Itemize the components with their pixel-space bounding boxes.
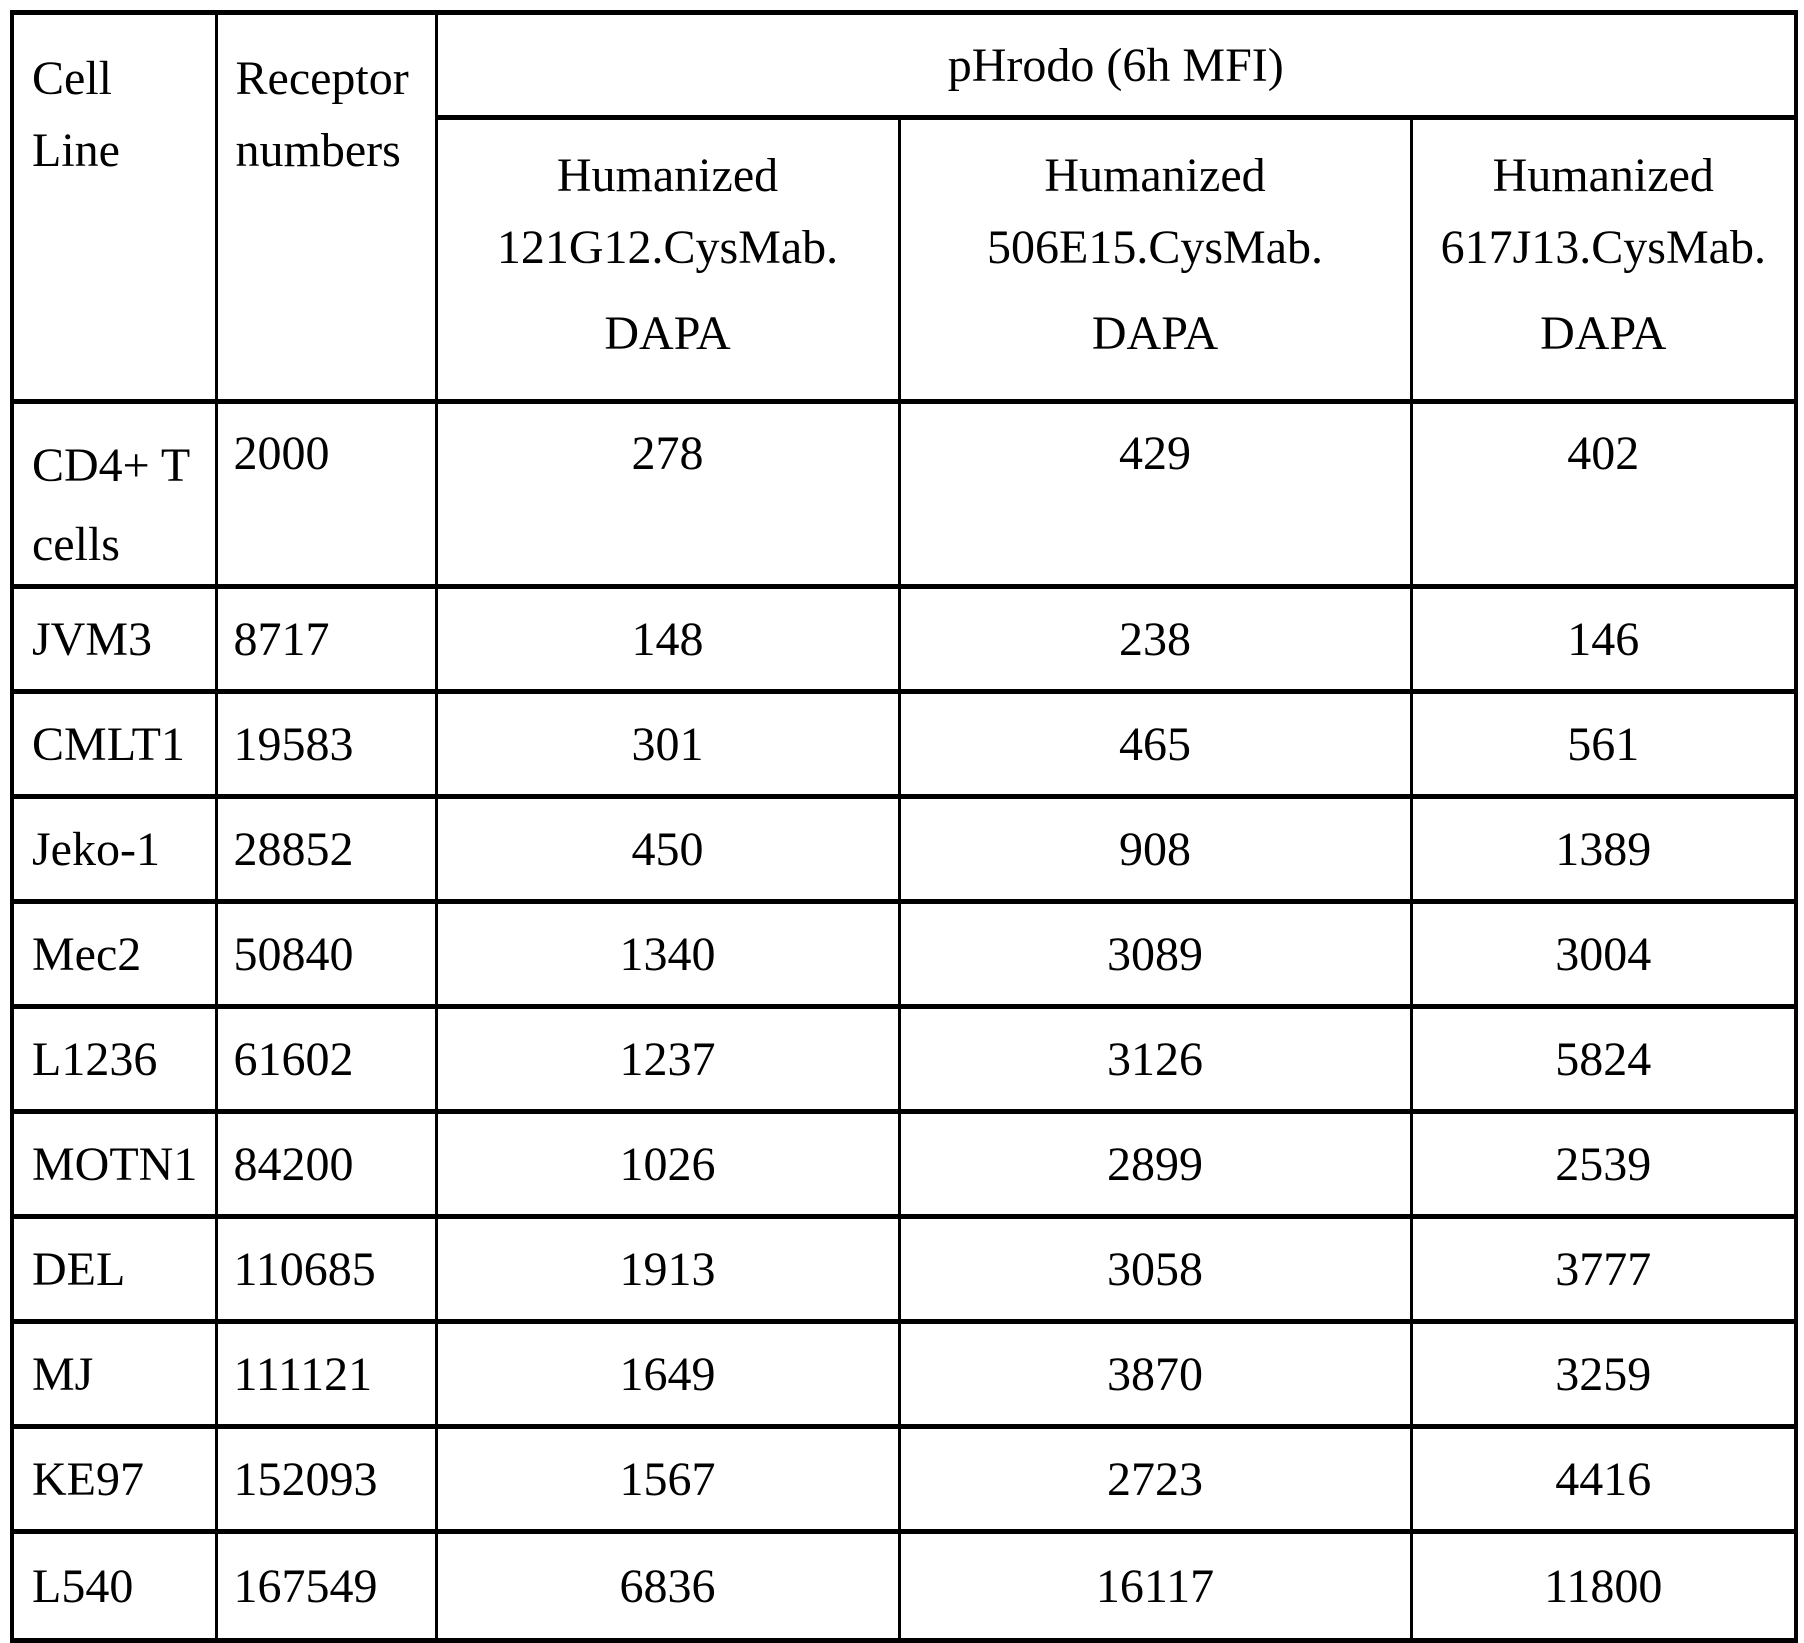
mfi-617j13-cell: 5824 bbox=[1409, 1004, 1798, 1115]
mfi-506e15-cell: 3870 bbox=[897, 1319, 1413, 1430]
receptor-count-cell: 152093 bbox=[214, 1424, 438, 1535]
header-antibody-121g12-line2: 121G12.CysMab. bbox=[496, 221, 839, 274]
mfi-617j13-cell: 4416 bbox=[1409, 1424, 1798, 1535]
mfi-506e15-cell: 3058 bbox=[897, 1214, 1413, 1325]
mfi-121g12-cell: 450 bbox=[434, 794, 901, 905]
header-row-antibodies: Humanized 121G12.CysMab. DAPA Humanized … bbox=[12, 115, 1798, 404]
cell-line-cell: L1236 bbox=[10, 1004, 218, 1115]
cell-line-cell: Jeko-1 bbox=[10, 794, 218, 905]
table-row: CD4+ T cells 2000 278 429 402 bbox=[10, 398, 1798, 590]
mfi-121g12-cell: 301 bbox=[434, 689, 901, 800]
cell-line-cell: CD4+ T cells bbox=[10, 398, 218, 590]
cell-line-cell: DEL bbox=[10, 1214, 218, 1325]
mfi-121g12-cell: 1340 bbox=[434, 899, 901, 1010]
receptor-count-cell: 61602 bbox=[214, 1004, 438, 1115]
cell-line-cell: KE97 bbox=[10, 1424, 218, 1535]
header-cell-line: Cell Line bbox=[10, 10, 218, 404]
mfi-506e15-cell: 3126 bbox=[897, 1004, 1413, 1115]
mfi-506e15-cell: 429 bbox=[897, 398, 1413, 590]
receptor-count-cell: 167549 bbox=[214, 1529, 438, 1643]
header-receptor-numbers: Receptor numbers bbox=[214, 10, 438, 404]
mfi-121g12-cell: 1913 bbox=[434, 1214, 901, 1325]
cell-line-cell: JVM3 bbox=[10, 584, 218, 695]
receptor-count-cell: 19583 bbox=[214, 689, 438, 800]
header-antibody-617j13: Humanized 617J13.CysMab. DAPA bbox=[1409, 115, 1798, 404]
receptor-count-cell: 2000 bbox=[214, 398, 438, 590]
mfi-617j13-cell: 402 bbox=[1409, 398, 1798, 590]
header-antibody-617j13-line1: Humanized bbox=[1492, 149, 1714, 202]
mfi-617j13-cell: 3004 bbox=[1409, 899, 1798, 1010]
header-cell-line-line2: Line bbox=[32, 124, 120, 177]
header-antibody-506e15-line2: 506E15.CysMab. bbox=[987, 221, 1323, 274]
header-phrodo: pHrodo (6h MFI) bbox=[434, 10, 1798, 120]
mfi-506e15-cell: 3089 bbox=[897, 899, 1413, 1010]
mfi-506e15-cell: 2899 bbox=[897, 1109, 1413, 1220]
receptor-count-cell: 111121 bbox=[214, 1319, 438, 1430]
receptor-count-cell: 84200 bbox=[214, 1109, 438, 1220]
mfi-617j13-cell: 146 bbox=[1409, 584, 1798, 695]
receptor-count-cell: 110685 bbox=[214, 1214, 438, 1325]
mfi-617j13-cell: 2539 bbox=[1409, 1109, 1798, 1220]
table-row: KE97 152093 1567 2723 4416 bbox=[10, 1424, 1798, 1535]
mfi-617j13-cell: 1389 bbox=[1409, 794, 1798, 905]
mfi-121g12-cell: 148 bbox=[434, 584, 901, 695]
header-antibody-506e15: Humanized 506E15.CysMab. DAPA bbox=[897, 115, 1413, 404]
table-row: MOTN1 84200 1026 2899 2539 bbox=[10, 1109, 1798, 1220]
header-receptor-line1: Receptor bbox=[235, 52, 409, 105]
document-sheet: Cell Line Receptor numbers pHrodo (6h MF… bbox=[10, 10, 1799, 1643]
mfi-617j13-cell: 3777 bbox=[1409, 1214, 1798, 1325]
mfi-506e15-cell: 465 bbox=[897, 689, 1413, 800]
receptor-count-cell: 8717 bbox=[214, 584, 438, 695]
receptor-count-cell: 50840 bbox=[214, 899, 438, 1010]
header-receptor-line2: numbers bbox=[235, 124, 401, 177]
mfi-121g12-cell: 6836 bbox=[434, 1529, 901, 1643]
header-antibody-121g12-line3: DAPA bbox=[604, 307, 731, 360]
mfi-506e15-cell: 908 bbox=[897, 794, 1413, 905]
header-antibody-506e15-line3: DAPA bbox=[1091, 307, 1219, 360]
table-row: CMLT1 19583 301 465 561 bbox=[10, 689, 1798, 800]
cell-line-cell: MJ bbox=[10, 1319, 218, 1430]
mfi-506e15-cell: 2723 bbox=[897, 1424, 1413, 1535]
header-cell-line-line1: Cell bbox=[32, 52, 112, 105]
mfi-617j13-cell: 3259 bbox=[1409, 1319, 1798, 1430]
header-antibody-506e15-line1: Humanized bbox=[1044, 149, 1266, 202]
table-row: Jeko-1 28852 450 908 1389 bbox=[10, 794, 1798, 905]
mfi-617j13-cell: 11800 bbox=[1409, 1529, 1798, 1643]
table-row: L1236 61602 1237 3126 5824 bbox=[10, 1004, 1798, 1115]
header-antibody-617j13-line3: DAPA bbox=[1540, 307, 1667, 360]
mfi-506e15-cell: 238 bbox=[897, 584, 1413, 695]
header-row-top: Cell Line Receptor numbers pHrodo (6h MF… bbox=[10, 10, 1798, 404]
mfi-121g12-cell: 1237 bbox=[434, 1004, 901, 1115]
mfi-121g12-cell: 1567 bbox=[434, 1424, 901, 1535]
receptor-count-cell: 28852 bbox=[214, 794, 438, 905]
header-antibody-121g12-line1: Humanized bbox=[556, 149, 779, 202]
mfi-121g12-cell: 1649 bbox=[434, 1319, 901, 1430]
mfi-506e15-cell: 16117 bbox=[897, 1529, 1413, 1643]
header-antibody-121g12: Humanized 121G12.CysMab. DAPA bbox=[434, 115, 901, 404]
mfi-121g12-cell: 1026 bbox=[434, 1109, 901, 1220]
cell-line-cell: MOTN1 bbox=[10, 1109, 218, 1220]
table-row: L540 167549 6836 16117 11800 bbox=[10, 1529, 1798, 1643]
phrodo-mfi-table: Cell Line Receptor numbers pHrodo (6h MF… bbox=[10, 10, 1799, 1643]
header-antibody-617j13-line2: 617J13.CysMab. bbox=[1440, 221, 1766, 274]
mfi-617j13-cell: 561 bbox=[1409, 689, 1798, 800]
table-row: JVM3 8717 148 238 146 bbox=[10, 584, 1798, 695]
table-row: Mec2 50840 1340 3089 3004 bbox=[10, 899, 1798, 1010]
table-row: MJ 111121 1649 3870 3259 bbox=[10, 1319, 1798, 1430]
cell-line-cell: L540 bbox=[10, 1529, 218, 1643]
cell-line-cell: Mec2 bbox=[10, 899, 218, 1010]
table-row: DEL 110685 1913 3058 3777 bbox=[10, 1214, 1798, 1325]
mfi-121g12-cell: 278 bbox=[434, 398, 901, 590]
cell-line-cell: CMLT1 bbox=[10, 689, 218, 800]
